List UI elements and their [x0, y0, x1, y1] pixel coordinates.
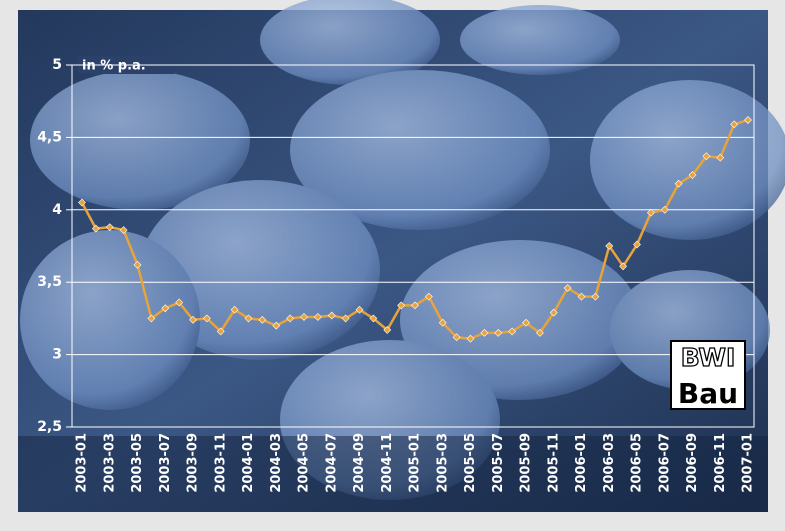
- x-tick-label: 2003-03: [102, 433, 117, 493]
- marker: [535, 328, 544, 337]
- marker: [369, 314, 378, 323]
- marker: [175, 298, 184, 307]
- marker: [480, 328, 489, 337]
- marker: [660, 205, 669, 214]
- marker: [189, 315, 197, 324]
- marker: [258, 315, 267, 324]
- marker: [341, 314, 350, 323]
- marker: [424, 292, 433, 301]
- marker: [161, 304, 170, 313]
- marker: [91, 224, 100, 233]
- x-tick-label: 2006-07: [657, 433, 672, 493]
- x-tick-label: 2003-11: [213, 433, 228, 493]
- y-tick-label: 4: [52, 202, 62, 218]
- marker: [494, 328, 503, 337]
- y-tick-label: 3: [52, 347, 62, 363]
- marker: [272, 321, 281, 330]
- x-tick-label: 2005-07: [491, 433, 506, 493]
- x-tick-label: 2004-11: [380, 433, 395, 493]
- marker: [549, 308, 558, 317]
- x-tick-label: 2006-09: [685, 433, 700, 493]
- marker: [327, 311, 336, 320]
- marker: [313, 313, 322, 321]
- marker: [730, 120, 739, 129]
- marker: [355, 305, 364, 314]
- marker: [591, 292, 600, 301]
- marker: [78, 198, 86, 207]
- x-tick-label: 2005-11: [546, 433, 561, 493]
- x-tick-label: 2007-01: [741, 433, 756, 493]
- logo-line1: BWI: [681, 343, 736, 372]
- marker: [688, 171, 697, 179]
- marker: [147, 314, 156, 323]
- marker: [105, 223, 114, 232]
- x-tick-label: 2003-09: [186, 433, 201, 493]
- x-tick-label: 2006-01: [574, 433, 589, 493]
- x-tick-label: 2004-07: [324, 433, 339, 493]
- y-axis-label: in % p.a.: [82, 59, 146, 74]
- marker: [286, 314, 295, 323]
- marker: [452, 333, 461, 342]
- marker: [716, 153, 725, 162]
- marker: [216, 327, 225, 336]
- marker: [619, 262, 628, 271]
- marker: [300, 313, 308, 321]
- marker: [674, 179, 683, 188]
- marker: [383, 326, 392, 334]
- marker: [522, 318, 530, 327]
- marker: [438, 318, 447, 327]
- marker: [411, 301, 419, 310]
- y-tick-label: 3,5: [37, 274, 62, 290]
- x-tick-label: 2005-09: [519, 433, 534, 493]
- x-tick-label: 2006-03: [602, 433, 617, 493]
- marker: [702, 152, 711, 161]
- x-tick-label: 2003-07: [158, 433, 173, 493]
- marker: [244, 314, 253, 323]
- marker: [744, 116, 752, 124]
- marker: [508, 327, 517, 336]
- label-band: [18, 436, 768, 512]
- logo-line2: Bau: [678, 377, 738, 410]
- marker: [230, 305, 239, 314]
- x-tick-label: 2004-03: [269, 433, 284, 493]
- marker: [397, 301, 406, 310]
- marker: [563, 284, 572, 292]
- x-tick-label: 2004-05: [297, 433, 312, 493]
- x-tick-label: 2003-05: [130, 433, 145, 493]
- y-tick-label: 5: [52, 57, 62, 73]
- x-tick-label: 2005-03: [435, 433, 450, 493]
- x-tick-label: 2003-01: [75, 433, 90, 493]
- x-tick-label: 2005-05: [463, 433, 478, 493]
- marker: [605, 242, 614, 250]
- x-tick-label: 2004-01: [241, 433, 256, 493]
- y-tick-label: 2,5: [37, 419, 62, 435]
- x-tick-label: 2006-05: [630, 433, 645, 493]
- marker: [633, 240, 641, 249]
- marker: [119, 226, 128, 234]
- marker: [202, 314, 211, 323]
- logo: BWI Bau: [670, 340, 746, 410]
- y-tick-label: 4,5: [37, 129, 62, 145]
- marker: [646, 208, 655, 217]
- marker: [466, 334, 475, 343]
- marker: [133, 260, 142, 269]
- x-tick-label: 2005-01: [408, 433, 423, 493]
- marker: [577, 292, 586, 301]
- x-tick-label: 2006-11: [713, 433, 728, 493]
- x-tick-label: 2004-09: [352, 433, 367, 493]
